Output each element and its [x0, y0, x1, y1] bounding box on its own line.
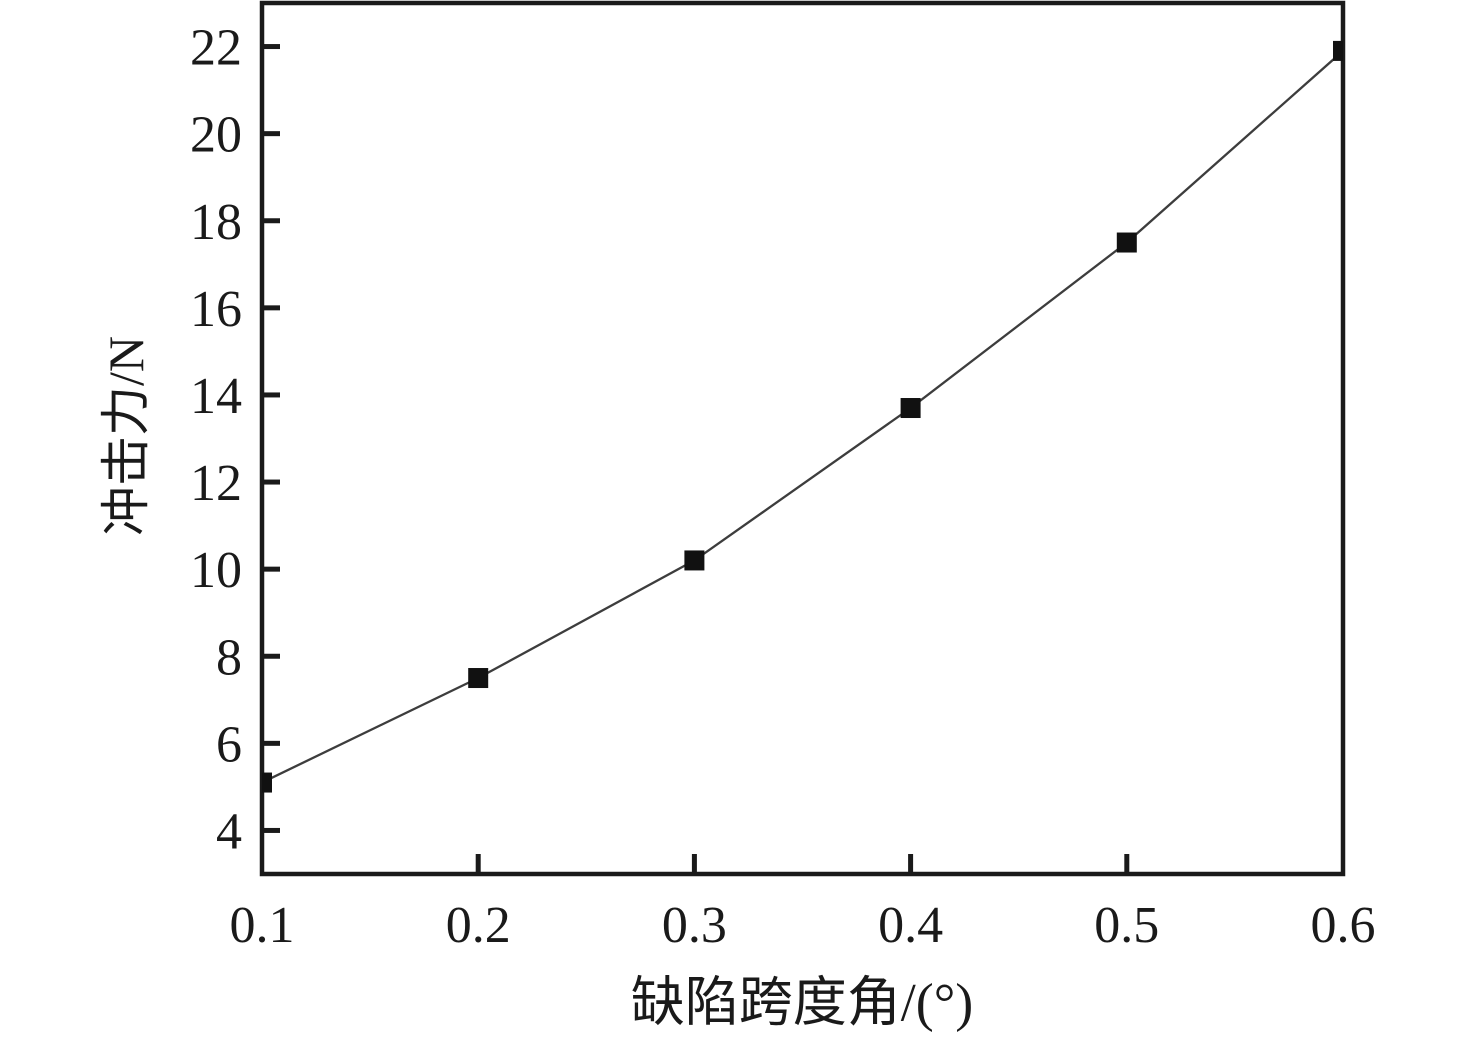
- data-point-marker: [1116, 232, 1137, 253]
- y-tick-label: 14: [190, 368, 242, 425]
- y-tick-label: 10: [190, 542, 242, 599]
- data-point-marker: [684, 550, 705, 571]
- y-tick-label: 4: [216, 803, 242, 860]
- y-tick-label: 6: [216, 716, 242, 773]
- y-tick-label: 18: [190, 194, 242, 251]
- data-point-marker: [1333, 40, 1343, 61]
- x-tick-label: 0.6: [1311, 897, 1376, 954]
- x-tick-label: 0.2: [446, 897, 511, 954]
- data-point-marker: [262, 772, 272, 793]
- data-point-marker: [468, 668, 489, 689]
- plot-border: [259, 0, 1346, 877]
- y-tick-label: 22: [190, 20, 242, 77]
- y-tick-label: 12: [190, 455, 242, 512]
- x-tick-label: 0.1: [230, 897, 295, 954]
- y-tick-label: 16: [190, 281, 242, 338]
- x-tick-label: 0.3: [662, 897, 727, 954]
- y-axis-title: 冲击力/N: [98, 336, 154, 536]
- series-line: [262, 50, 1343, 784]
- x-tick-label: 0.4: [878, 897, 943, 954]
- x-axis-title: 缺陷跨度角/(°): [630, 972, 974, 1033]
- x-tick-label: 0.5: [1094, 897, 1159, 954]
- y-tick-label: 8: [216, 629, 242, 686]
- y-tick-label: 20: [190, 107, 242, 164]
- data-point-marker: [900, 398, 921, 419]
